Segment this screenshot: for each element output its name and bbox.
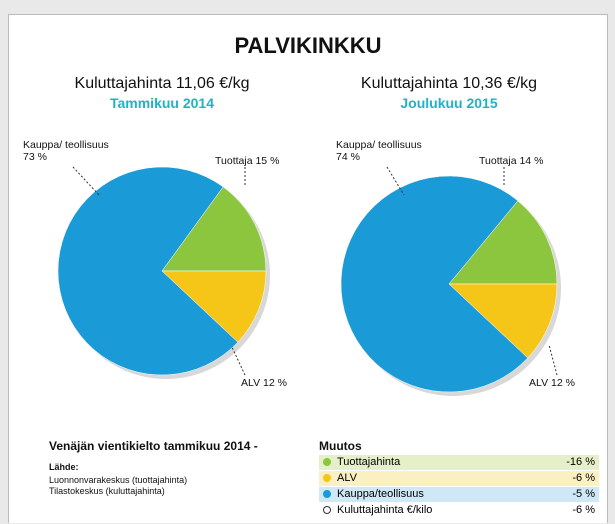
legend-dot bbox=[323, 490, 331, 498]
slice-label: Tuottaja 15 % bbox=[215, 155, 280, 167]
pie-slice bbox=[340, 175, 529, 393]
pie-subtitle: Joulukuu 2015 bbox=[400, 95, 498, 111]
legend-dot bbox=[323, 474, 331, 482]
change-row: Tuottajahinta -16 % bbox=[319, 455, 599, 470]
legend-dot bbox=[323, 458, 331, 466]
pie-slice bbox=[448, 200, 558, 285]
change-value: -6 % bbox=[572, 472, 595, 484]
pie-layer bbox=[57, 166, 561, 396]
change-label: Kauppa/teollisuus bbox=[337, 488, 424, 500]
pie-slice bbox=[161, 186, 267, 272]
pie-slice bbox=[57, 166, 239, 376]
note-heading: Venäjän vientikielto tammikuu 2014 - bbox=[49, 439, 258, 453]
leader-line bbox=[548, 344, 558, 376]
changes-title: Muutos bbox=[319, 439, 362, 453]
pie-slice bbox=[161, 270, 267, 343]
pie-title: Kuluttajahinta 11,06 €/kg bbox=[74, 75, 250, 92]
infographic: PALVIKINKKU Venäjän vientikielto tammiku… bbox=[8, 14, 608, 523]
change-label: Tuottajahinta bbox=[337, 456, 401, 468]
change-value: -5 % bbox=[572, 488, 595, 500]
change-row: Kauppa/teollisuus -5 % bbox=[319, 487, 599, 502]
change-row: ALV -6 % bbox=[319, 471, 599, 486]
change-row: Kuluttajahinta €/kilo -6 % bbox=[319, 503, 599, 518]
legend-dot bbox=[323, 506, 331, 514]
leader-line bbox=[72, 166, 100, 196]
leader-line bbox=[230, 344, 246, 376]
change-value: -6 % bbox=[572, 504, 595, 516]
change-label: Kuluttajahinta €/kilo bbox=[337, 504, 433, 516]
pie-subtitle: Tammikuu 2014 bbox=[109, 95, 214, 111]
slice-label: Kauppa/ teollisuus 74 % bbox=[336, 139, 422, 163]
slice-label: Kauppa/ teollisuus 73 % bbox=[23, 139, 109, 163]
change-value: -16 % bbox=[566, 456, 595, 468]
source: Tilastokeskus (kuluttajahinta) bbox=[49, 486, 165, 496]
leader-line bbox=[386, 166, 405, 196]
source: Luonnonvarakeskus (tuottajahinta) bbox=[49, 475, 188, 485]
slice-label: ALV 12 % bbox=[529, 377, 575, 389]
main-title: PALVIKINKKU bbox=[234, 33, 382, 58]
pie-title: Kuluttajahinta 10,36 €/kg bbox=[360, 75, 538, 92]
slice-label: ALV 12 % bbox=[241, 377, 287, 389]
pie-slice bbox=[448, 283, 558, 359]
slice-label: Tuottaja 14 % bbox=[479, 155, 544, 167]
source-title: Lähde: bbox=[49, 462, 79, 472]
change-label: ALV bbox=[337, 472, 357, 484]
